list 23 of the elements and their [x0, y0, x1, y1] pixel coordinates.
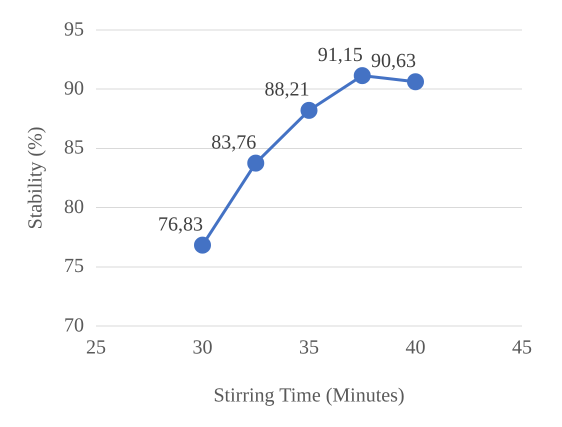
y-tick-label: 75: [64, 255, 84, 278]
data-label: 83,76: [211, 131, 256, 154]
data-label: 88,21: [264, 78, 310, 101]
y-axis-title: Stability (%): [24, 126, 46, 230]
data-label: 90,63: [371, 50, 416, 72]
x-tick-label: 30: [192, 336, 212, 358]
y-tick-label: 90: [64, 77, 84, 100]
x-tick-label: 35: [299, 336, 319, 358]
x-tick-label: 25: [86, 336, 106, 358]
data-label: 91,15: [318, 44, 363, 66]
point: [194, 236, 211, 254]
y-tick-label: 80: [64, 196, 84, 218]
point: [354, 67, 371, 84]
data-label: 76,83: [158, 213, 203, 236]
x-tick-label: 40: [406, 336, 426, 358]
y-tick-label: 85: [64, 136, 84, 159]
x-tick-label: 45: [512, 336, 532, 358]
y-tick-label: 95: [64, 18, 84, 40]
point: [300, 102, 318, 119]
y-tick-label: 70: [64, 314, 84, 336]
x-axis-title: Stirring Time (Minutes): [213, 384, 405, 406]
point: [407, 73, 424, 90]
point: [247, 154, 264, 172]
